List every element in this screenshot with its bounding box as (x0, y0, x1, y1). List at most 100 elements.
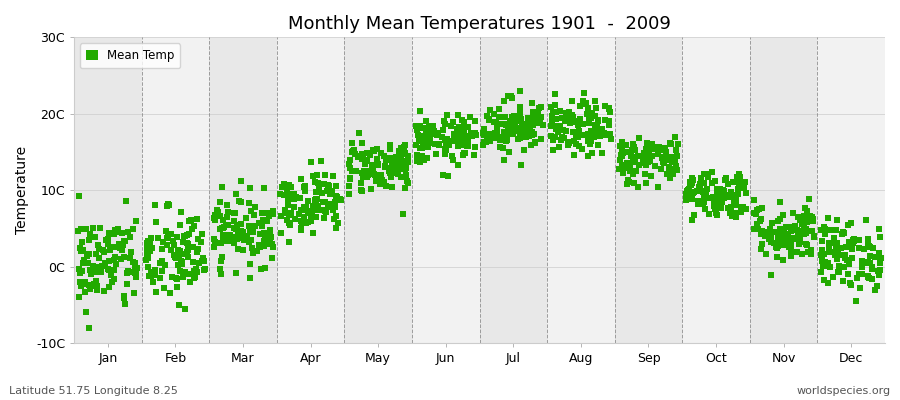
Point (773, 216, 788, 222)
Point (354, 180, 368, 186)
Point (821, 215, 835, 222)
Point (244, 208, 258, 215)
Point (869, 283, 884, 290)
Point (130, 268, 144, 275)
Point (697, 171, 711, 178)
Point (639, 152, 653, 158)
Point (716, 187, 730, 194)
Point (394, 166, 409, 172)
Point (500, 131, 515, 138)
Point (759, 229, 773, 235)
Text: Latitude 51.75 Longitude 8.25: Latitude 51.75 Longitude 8.25 (9, 386, 178, 396)
Point (346, 149, 360, 155)
Point (412, 138, 427, 144)
Point (182, 230, 196, 237)
Bar (345, 37, 412, 343)
Point (180, 232, 194, 238)
Point (144, 270, 158, 276)
Point (352, 153, 366, 159)
Point (148, 289, 163, 295)
Point (281, 202, 295, 208)
Point (80, 253, 94, 260)
Point (392, 148, 407, 154)
Point (657, 155, 671, 161)
Point (490, 125, 504, 132)
Point (721, 194, 735, 200)
Point (558, 118, 572, 124)
Point (764, 235, 778, 241)
Point (588, 128, 602, 134)
Point (116, 242, 130, 248)
Point (751, 226, 765, 232)
Point (829, 250, 843, 256)
Point (242, 238, 256, 245)
Point (698, 205, 712, 212)
Point (186, 244, 201, 250)
Point (685, 196, 699, 202)
Point (99, 236, 113, 243)
Point (852, 245, 867, 251)
Point (657, 144, 671, 151)
Point (853, 285, 868, 291)
Point (480, 132, 494, 139)
Point (644, 142, 658, 148)
Point (331, 196, 346, 202)
Point (308, 197, 322, 203)
Point (456, 142, 471, 148)
Point (257, 185, 272, 191)
Point (691, 201, 706, 207)
Point (208, 238, 222, 245)
Point (460, 143, 474, 149)
Point (393, 159, 408, 166)
Point (523, 127, 537, 134)
Point (792, 240, 806, 247)
Point (834, 244, 849, 251)
Point (594, 126, 608, 132)
Point (232, 198, 247, 205)
Point (241, 200, 256, 206)
Point (312, 189, 327, 196)
Point (310, 172, 325, 178)
Point (76, 257, 91, 264)
Point (814, 248, 829, 255)
Point (498, 114, 512, 121)
Point (784, 252, 798, 259)
Point (306, 173, 320, 179)
Point (467, 130, 482, 136)
Point (612, 166, 626, 173)
Point (651, 184, 665, 190)
Point (92, 255, 106, 262)
Point (438, 146, 453, 153)
Point (274, 230, 289, 237)
Point (294, 218, 309, 224)
Point (363, 152, 377, 158)
Point (219, 222, 233, 228)
Point (430, 129, 445, 136)
Point (368, 172, 382, 178)
Point (247, 224, 261, 231)
Point (497, 157, 511, 163)
Point (209, 240, 223, 247)
Point (246, 229, 260, 235)
Point (715, 192, 729, 199)
Point (798, 230, 813, 236)
Point (321, 188, 336, 194)
Point (196, 266, 211, 273)
Point (83, 230, 97, 237)
Point (190, 269, 204, 275)
Point (378, 164, 392, 170)
Point (237, 233, 251, 240)
Point (85, 271, 99, 277)
Point (162, 202, 176, 208)
Point (419, 117, 434, 124)
Point (767, 229, 781, 235)
Point (170, 276, 184, 282)
Point (418, 124, 432, 131)
Point (391, 171, 405, 178)
Point (814, 227, 828, 233)
Point (311, 182, 326, 189)
Point (346, 148, 361, 154)
Point (89, 278, 104, 284)
Point (282, 212, 296, 218)
Point (436, 172, 450, 178)
